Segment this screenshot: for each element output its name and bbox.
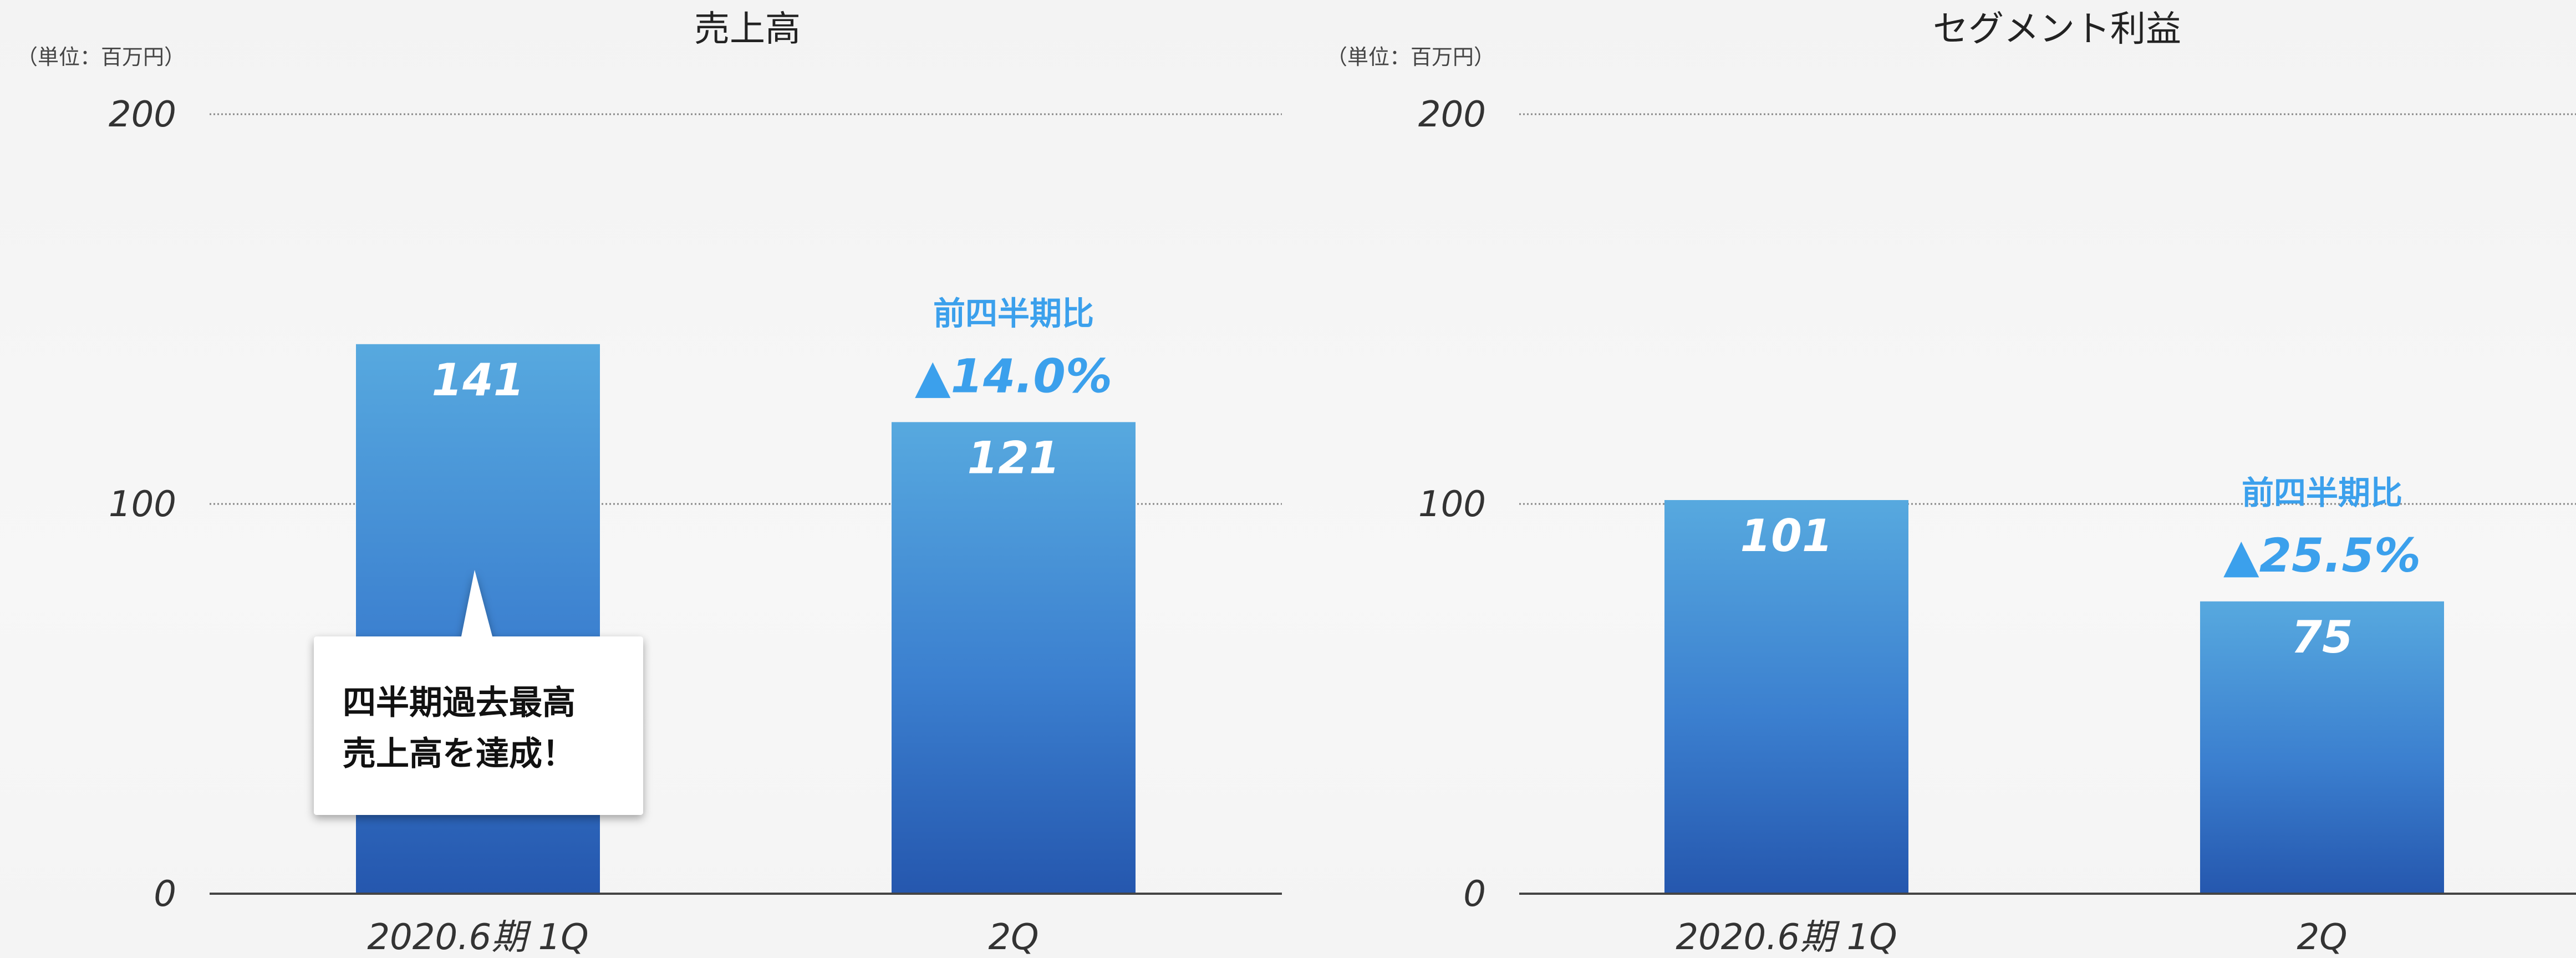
x-tick-label: 2020.6期 1Q [367, 917, 588, 958]
unit-label: （単位：百万円） [1326, 45, 1495, 69]
callout-box [314, 570, 643, 815]
growth-label: 前四半期比 [933, 294, 1094, 332]
chart-segment-profit: セグメント利益 （単位：百万円） 0 100 200 101 2020.6期 1Q 75 2Q 前… [1326, 9, 2576, 958]
bar [1664, 500, 1908, 894]
bar [892, 422, 1136, 894]
growth-label: 前四半期比 [2242, 474, 2402, 512]
x-tick-label: 2020.6期 1Q [1676, 917, 1897, 958]
x-tick-label: 2Q [2297, 917, 2347, 958]
y-tick-label: 100 [1418, 484, 1486, 525]
callout-text: 売上高を達成！ [343, 735, 576, 773]
growth-value: ▲14.0% [915, 349, 1112, 403]
growth-value: ▲25.5% [2223, 528, 2421, 583]
bar-value-label: 121 [968, 432, 1060, 483]
y-tick-label: 200 [1418, 94, 1486, 135]
bar [2200, 601, 2444, 894]
bar-value-label: 141 [432, 354, 525, 406]
bar-value-label: 75 [2291, 612, 2353, 663]
x-tick-label: 2Q [988, 917, 1038, 958]
y-tick-label: 0 [154, 874, 176, 915]
y-tick-label: 0 [1463, 874, 1486, 915]
chart-sales: 売上高 （単位：百万円） 0 100 200 141 2020.6期 1Q 121 2Q 前四半期… [17, 9, 1282, 958]
callout [314, 570, 643, 815]
callout-text: 四半期過去最高 [343, 684, 576, 722]
y-tick-label: 200 [109, 94, 176, 135]
chart-title: セグメント利益 [1933, 9, 2181, 50]
bar-value-label: 101 [1740, 510, 1833, 562]
y-tick-label: 100 [109, 484, 176, 525]
chart-title: 売上高 [694, 9, 801, 50]
unit-label: （単位：百万円） [17, 45, 185, 69]
